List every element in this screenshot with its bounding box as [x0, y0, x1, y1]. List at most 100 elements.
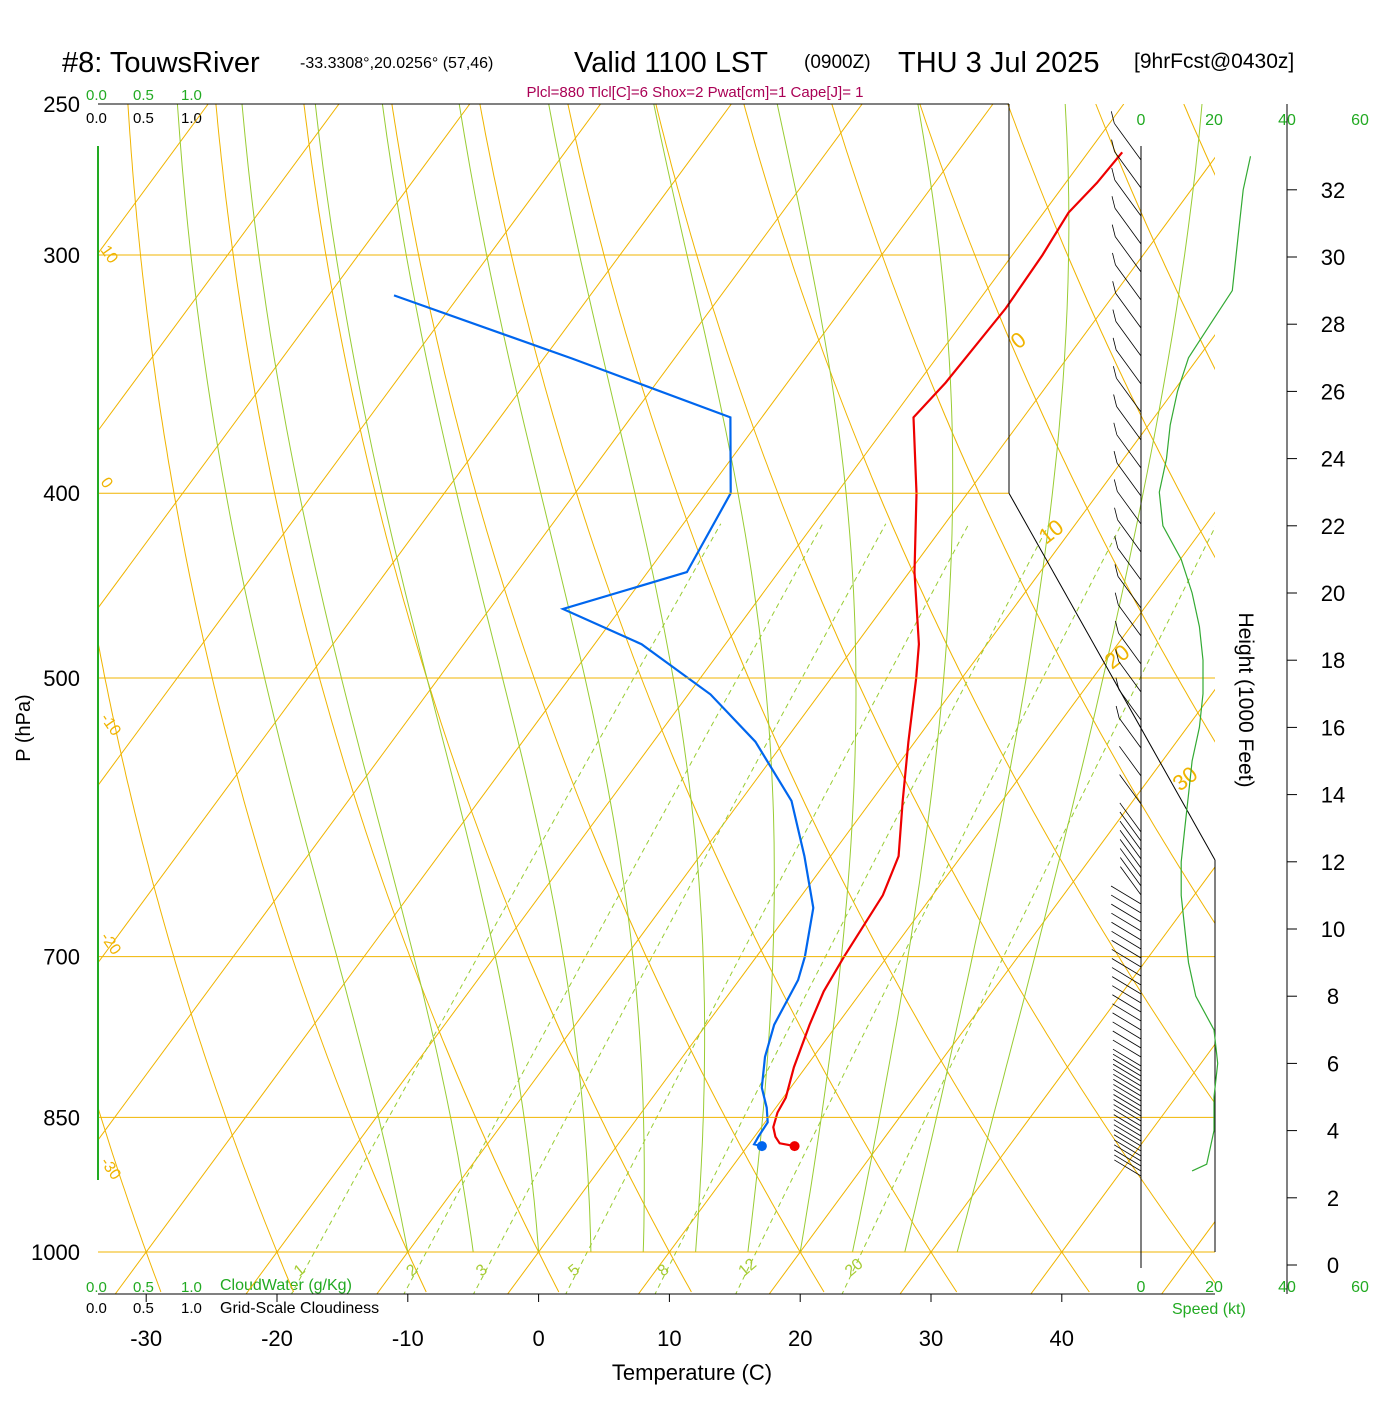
pressure-tick-label: 700: [43, 945, 80, 970]
wind-barb: [1113, 1129, 1142, 1147]
wind-barb: [1114, 236, 1142, 273]
wind-barb: [1113, 1104, 1142, 1122]
dry-adiabat: [1183, 104, 1215, 176]
mixing-ratio-label: 20: [842, 1256, 867, 1281]
wind-barb: [1119, 830, 1142, 860]
wind-barb: [1113, 1089, 1142, 1107]
moist-adiabat: [776, 104, 857, 1253]
mixing-ratio-line: [290, 523, 722, 1294]
height-tick-label: 24: [1321, 447, 1345, 472]
isotherm-line: [899, 866, 1215, 1294]
wind-barb: [1111, 940, 1142, 959]
wind-barb-flag: [1111, 224, 1116, 237]
dry-adiabat: [215, 104, 560, 1293]
mixing-ratio-line: [472, 523, 887, 1294]
wind-barb: [1114, 179, 1142, 217]
x-tick-label: 30: [919, 1326, 943, 1351]
cloudiness-label: Grid-Scale Cloudiness: [220, 1300, 379, 1317]
wind-barb: [1111, 912, 1142, 932]
isotherm-line: [98, 104, 601, 787]
wind-barb-flag: [1113, 394, 1118, 407]
station-coords: -33.3308°,20.0256° (57,46): [300, 55, 493, 72]
wind-barb-flag: [1112, 252, 1116, 266]
dry-adiabat-label: -30: [97, 1155, 124, 1184]
valid-date: THU 3 Jul 2025: [898, 47, 1100, 79]
wind-barb: [1117, 576, 1142, 609]
wind-barb: [1118, 717, 1142, 749]
isotherm-label: 10: [1034, 514, 1069, 549]
moist-adiabat: [956, 104, 1203, 1253]
wind-barb: [1118, 661, 1142, 693]
speed-label: Speed (kt): [1172, 1301, 1246, 1318]
height-tick-label: 12: [1321, 850, 1345, 875]
isotherm-line: [245, 104, 1125, 1294]
wind-barb: [1114, 151, 1142, 189]
cloudiness-scale-bottom-1: 0.5: [133, 1300, 154, 1317]
wind-barb-flag: [1112, 337, 1117, 350]
valid-time: Valid 1100 LST: [574, 47, 768, 79]
cloudiness-scale-bottom-0: 0.0: [86, 1300, 107, 1317]
dry-adiabat: [1007, 104, 1215, 559]
wind-barb: [1112, 1021, 1142, 1040]
wind-barb: [1113, 1084, 1142, 1102]
height-tick-label: 6: [1327, 1051, 1339, 1076]
wind-barb: [1119, 857, 1142, 887]
wind-barb: [1118, 632, 1142, 665]
cloudwater-label: CloudWater (g/Kg): [220, 1277, 352, 1294]
wind-barb: [1116, 434, 1142, 469]
wind-barb: [1111, 930, 1142, 950]
dry-adiabat-label: -20: [97, 930, 124, 959]
dry-adiabat: [743, 104, 1215, 1105]
x-tick-label: -30: [130, 1326, 162, 1351]
mixing-ratio-line: [403, 523, 824, 1294]
wind-barb-flag: [1115, 649, 1120, 662]
height-tick-label: 22: [1321, 514, 1345, 539]
wind-barb: [1113, 1068, 1142, 1087]
isotherm-line: [98, 104, 732, 964]
wind-barb-flag: [1114, 592, 1119, 605]
wind-barb-flag: [1114, 535, 1119, 549]
wind-barb: [1113, 1099, 1142, 1117]
wind-barb: [1117, 547, 1142, 581]
height-tick-label: 18: [1321, 648, 1345, 673]
dry-adiabat: [1272, 104, 1400, 1292]
wind-barb: [1116, 406, 1142, 441]
wind-barb: [1112, 1030, 1142, 1049]
wind-barb: [1113, 1094, 1142, 1112]
wind-barb: [1113, 1134, 1142, 1152]
cloudwater-scale-top-1: 0.5: [133, 87, 154, 104]
wind-barb: [1111, 903, 1142, 923]
pressure-tick-label: 400: [43, 481, 80, 506]
station-title: #8: TouwsRiver: [62, 47, 260, 79]
moist-adiabat: [852, 104, 954, 1253]
cloudiness-scale-top-2: 1.0: [181, 110, 202, 127]
dry-adiabat: [127, 104, 427, 1293]
dry-adiabat-label: 10: [97, 243, 121, 267]
mixing-ratio-label: 2: [403, 1261, 421, 1280]
moist-adiabat: [548, 104, 706, 1253]
cloudwater-scale-bottom-1: 0.5: [133, 1279, 154, 1296]
dewpoint-profile: [393, 294, 815, 1148]
wind-barb-flag: [1111, 196, 1116, 209]
wind-barb: [1117, 604, 1142, 637]
isotherm-label: 30: [1168, 761, 1203, 796]
wind-barb: [1115, 292, 1142, 329]
wind-barb: [1116, 491, 1142, 525]
wind-barb: [1112, 994, 1142, 1013]
wind-barb: [1120, 866, 1142, 896]
wind-barb: [1113, 1124, 1142, 1142]
wind-barb: [1113, 1119, 1142, 1137]
wind-barb: [1118, 689, 1142, 721]
speed-tick-top: 20: [1205, 112, 1223, 129]
wind-barb: [1112, 1012, 1142, 1031]
wind-barb-flag: [1112, 366, 1117, 379]
wind-barb: [1116, 462, 1142, 497]
cloudwater-scale-top-0: 0.0: [86, 87, 107, 104]
x-tick-label: 0: [532, 1326, 544, 1351]
pressure-tick-label: 500: [43, 666, 80, 691]
isotherm-line: [98, 104, 863, 1141]
height-tick-label: 16: [1321, 715, 1345, 740]
mixing-ratio-line: [735, 523, 1123, 1294]
wind-barb-flag: [1112, 309, 1117, 322]
